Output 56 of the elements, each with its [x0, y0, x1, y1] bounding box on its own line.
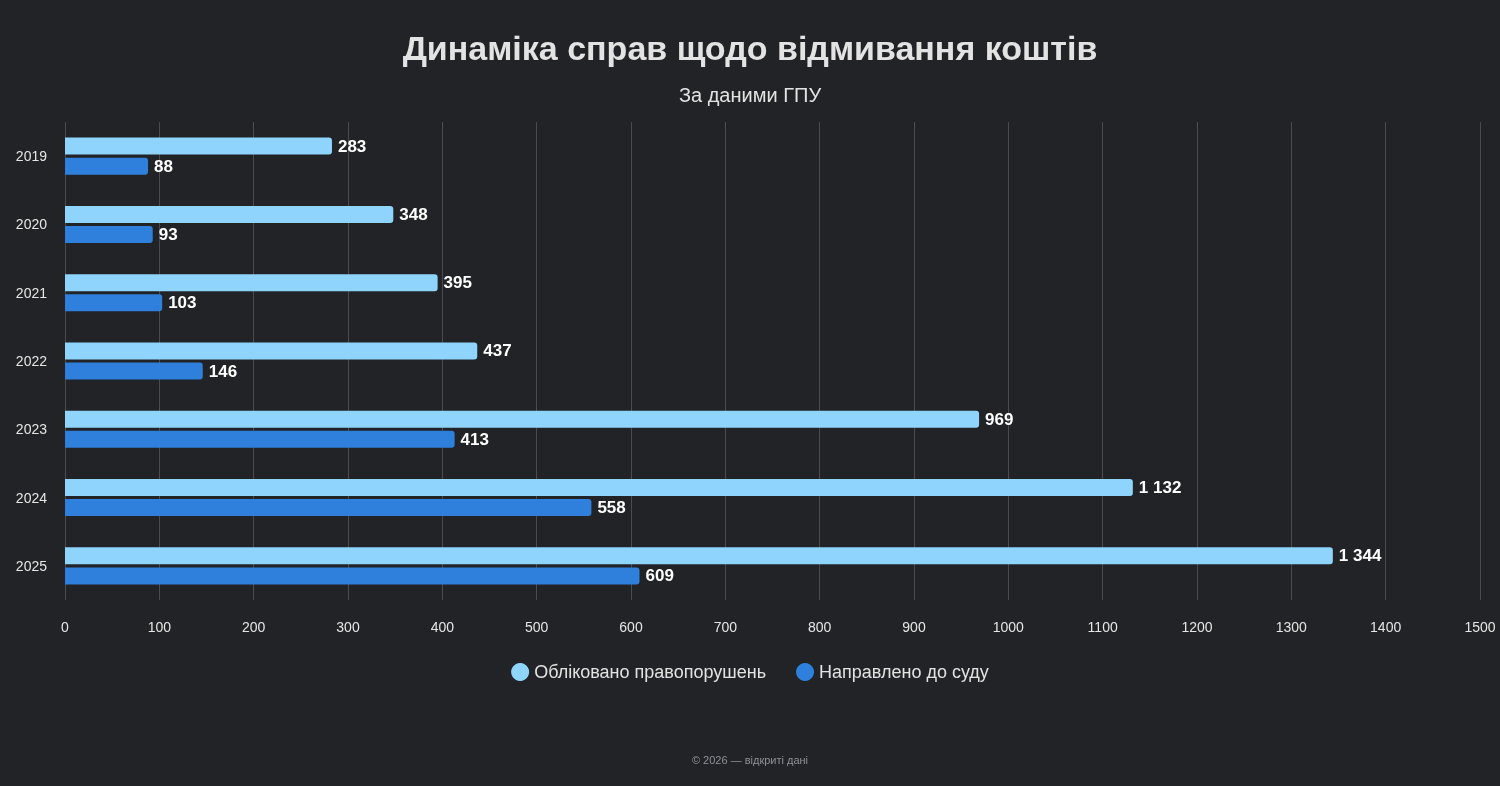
text: © 2026 — відкриті дані: [691, 753, 809, 766]
x-tick-label: 1400: [1370, 619, 1402, 635]
bar: [65, 157, 149, 175]
x-tick-label: 200: [241, 619, 266, 635]
bar: [65, 362, 203, 380]
x-tick-label: 1000: [992, 619, 1025, 635]
x-tick-label: 1500: [1464, 619, 1496, 635]
bar: [65, 274, 438, 292]
data-label: 1 344: [1338, 546, 1382, 566]
legend-label: Направлено до суду: [819, 662, 989, 682]
bar: [65, 342, 478, 360]
bar: [65, 410, 980, 428]
x-tick-label: 0: [61, 619, 70, 635]
data-label: 609: [645, 566, 674, 586]
data-label: 413: [460, 429, 489, 449]
data-label: 103: [168, 293, 197, 313]
bar: [65, 430, 455, 448]
x-tick-label: 800: [807, 619, 832, 635]
bar: [65, 479, 1133, 497]
x-tick-label: 700: [713, 619, 738, 635]
chart-subtitle: За даними ГПУ: [678, 84, 822, 106]
x-tick-label: 900: [902, 619, 926, 635]
bar: [65, 205, 394, 223]
y-tick-label: 2020: [15, 216, 48, 233]
y-tick-label: 2025: [15, 557, 48, 574]
bar: [65, 294, 163, 312]
y-tick-label: 2022: [15, 353, 48, 369]
x-tick-label: 300: [336, 619, 360, 635]
chart-title: Динаміка справ щодо відмивання коштів: [402, 29, 1098, 67]
x-tick-label: 100: [147, 619, 172, 635]
bar: [65, 225, 153, 243]
data-label: 283: [337, 136, 367, 156]
x-tick-label: 500: [524, 619, 549, 635]
data-label: 146: [208, 361, 238, 381]
x-tick-label: 400: [430, 619, 455, 635]
y-tick-label: 2023: [15, 421, 48, 438]
x-tick-label: 1300: [1275, 619, 1308, 635]
data-label: 558: [597, 498, 626, 518]
x-tick-label: 600: [619, 619, 643, 635]
data-label: 88: [154, 156, 173, 176]
data-label: 437: [483, 341, 512, 361]
y-tick-label: 2024: [15, 489, 48, 506]
data-label: 1 132: [1138, 478, 1182, 498]
y-tick-label: 2019: [15, 148, 48, 165]
bar: [65, 499, 592, 517]
data-label: 348: [399, 204, 428, 224]
data-label: 395: [443, 273, 472, 293]
x-tick-label: 1200: [1181, 619, 1213, 635]
data-label: 93: [158, 224, 178, 244]
x-tick-label: 1100: [1087, 619, 1118, 635]
y-tick-label: 2021: [15, 284, 48, 301]
bar: [65, 567, 640, 585]
legend-label: Обліковано правопорушень: [534, 662, 767, 682]
bar: [65, 137, 332, 155]
data-label: 969: [985, 409, 1014, 429]
bar: [65, 547, 1333, 565]
